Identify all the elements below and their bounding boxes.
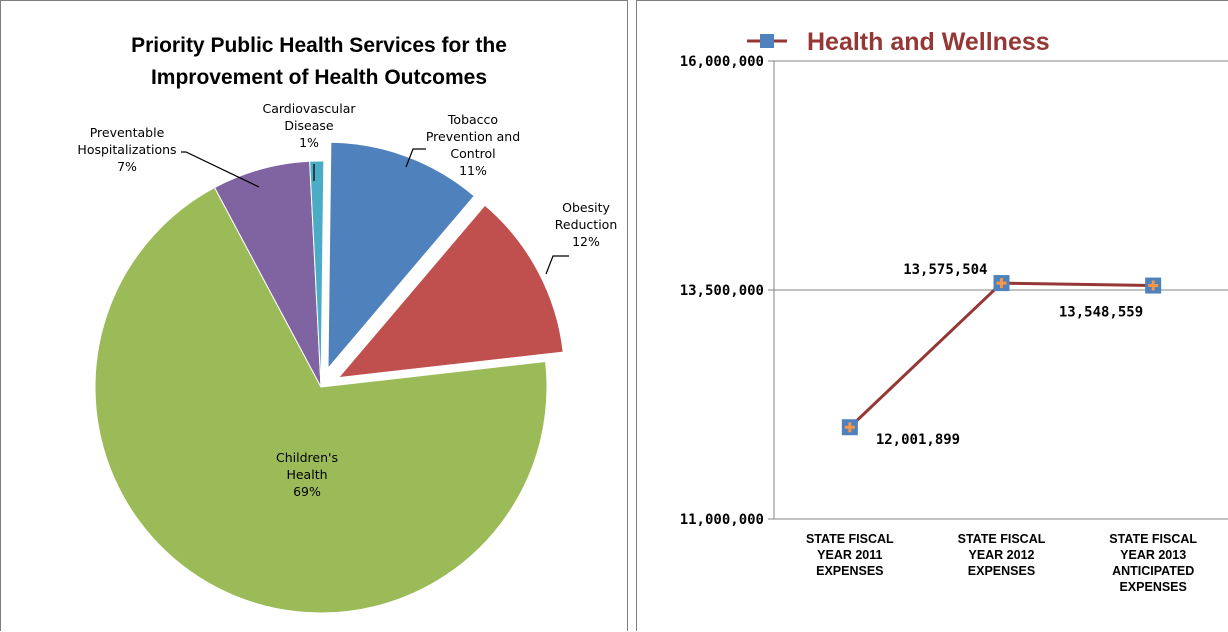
x-category-label: YEAR 2012 (968, 548, 1034, 562)
x-category-label: YEAR 2013 (1120, 548, 1186, 562)
x-category-label: YEAR 2011 (817, 548, 882, 562)
slice-percent-tobacco-prevention-and-control: 11% (459, 163, 487, 178)
slice-label-tobacco-prevention-and-control: Prevention and (426, 129, 520, 144)
data-label: 12,001,899 (876, 432, 960, 448)
slice-label-cardiovascular-disease: Cardiovascular (263, 101, 357, 116)
x-category-label: STATE FISCAL (806, 532, 894, 546)
data-label: 13,575,504 (903, 262, 987, 278)
slice-percent-children-s-health: 69% (293, 484, 321, 499)
legend-series-name: Health and Wellness (807, 28, 1050, 56)
x-category-label: ANTICIPATED (1112, 564, 1194, 578)
legend-marker-swatch (760, 34, 774, 48)
x-category-label: EXPENSES (968, 564, 1035, 578)
legend: Health and Wellness (747, 28, 1050, 56)
data-label: 13,548,559 (1059, 305, 1143, 321)
leader-line-preventable-hospitalizations (181, 151, 260, 188)
leader-line-tobacco-prevention-and-control (405, 148, 426, 168)
pie-chart-panel: Priority Public Health Services for the … (0, 0, 628, 631)
slice-label-children-s-health: Children's (276, 450, 338, 465)
data-point-marker-cross (844, 422, 855, 433)
x-category-label: STATE FISCAL (958, 532, 1046, 546)
x-category-label: STATE FISCAL (1109, 532, 1197, 546)
y-tick-label: 16,000,000 (680, 54, 764, 70)
pie-slice-children-s-health (94, 186, 548, 614)
slice-percent-preventable-hospitalizations: 7% (117, 159, 137, 174)
slice-label-obesity-reduction: Reduction (555, 217, 618, 232)
y-tick-label: 11,000,000 (680, 512, 764, 528)
line-chart-panel: Health and Wellness 11,000,000 13,500,000… (636, 0, 1228, 631)
leader-line-obesity-reduction (545, 255, 569, 275)
pie-slice-tobacco-prevention-and-control (327, 141, 475, 370)
pie-chart: Priority Public Health Services for the … (77, 34, 618, 614)
slice-label-preventable-hospitalizations: Preventable (90, 125, 165, 140)
slice-label-tobacco-prevention-and-control: Tobacco (447, 112, 498, 127)
data-point-marker-cross (1148, 280, 1159, 291)
data-point-marker-cross (996, 278, 1007, 289)
pie-slice-obesity-reduction (337, 204, 564, 379)
slice-percent-cardiovascular-disease: 1% (299, 135, 319, 150)
slice-label-cardiovascular-disease: Disease (284, 118, 333, 133)
pie-chart-title-line-1: Priority Public Health Services for the (131, 34, 507, 57)
slice-label-preventable-hospitalizations: Hospitalizations (77, 142, 176, 157)
slice-label-children-s-health: Health (286, 467, 327, 482)
pie-slice-cardiovascular-disease (309, 160, 325, 388)
x-category-label: EXPENSES (1119, 580, 1186, 594)
slice-percent-obesity-reduction: 12% (572, 234, 600, 249)
x-category-label: EXPENSES (816, 564, 883, 578)
slice-label-tobacco-prevention-and-control: Control (450, 146, 495, 161)
pie-chart-title-line-2: Improvement of Health Outcomes (151, 66, 487, 89)
line-chart: Health and Wellness 11,000,000 13,500,000… (680, 28, 1228, 594)
y-tick-label: 13,500,000 (680, 283, 764, 299)
slice-label-obesity-reduction: Obesity (562, 200, 610, 215)
